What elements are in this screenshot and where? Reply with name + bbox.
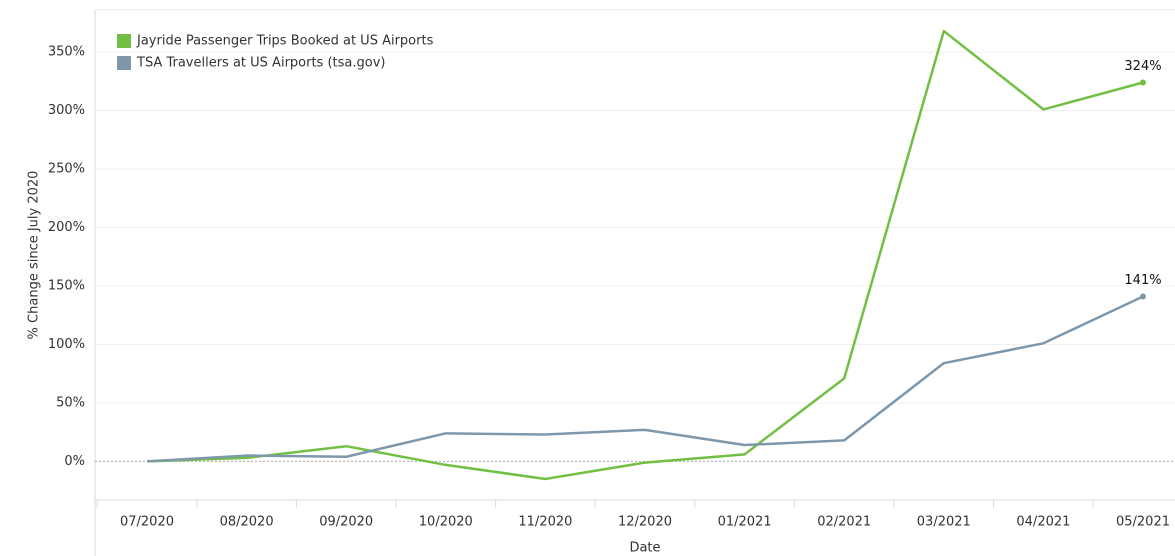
x-tick-label: 10/2020: [419, 515, 473, 530]
x-tick-label: 02/2021: [817, 515, 871, 530]
x-tick-label: 12/2020: [618, 515, 672, 530]
data-label: 141%: [1124, 273, 1161, 288]
x-tick-label: 08/2020: [220, 515, 274, 530]
x-tick-label: 04/2021: [1016, 515, 1070, 530]
legend-label: TSA Travellers at US Airports (tsa.gov): [136, 56, 385, 71]
legend-swatch: [117, 34, 131, 48]
series-line: [146, 29, 1144, 481]
y-tick-label: 150%: [48, 278, 85, 293]
end-point: [1140, 293, 1146, 300]
y-tick-label: 0%: [64, 454, 85, 469]
data-label: 324%: [1124, 59, 1161, 74]
series-line: [146, 295, 1144, 463]
end-point: [1140, 79, 1146, 86]
x-tick-label: 03/2021: [917, 515, 971, 530]
x-tick-label: 01/2021: [718, 515, 772, 530]
x-axis-label: Date: [629, 541, 660, 556]
x-tick-label: 11/2020: [518, 515, 572, 530]
y-tick-label: 250%: [48, 162, 85, 177]
y-tick-label: 200%: [48, 220, 85, 235]
y-tick-label: 350%: [48, 45, 85, 60]
y-tick-label: 100%: [48, 337, 85, 352]
y-tick-label: 300%: [48, 103, 85, 118]
x-tick-label: 05/2021: [1116, 515, 1170, 530]
x-tick-label: 09/2020: [319, 515, 373, 530]
x-tick-label: 07/2020: [120, 515, 174, 530]
y-tick-label: 50%: [56, 395, 85, 410]
legend-swatch: [117, 56, 131, 70]
legend-label: Jayride Passenger Trips Booked at US Air…: [136, 34, 434, 49]
y-axis-label: % Change since July 2020: [27, 171, 42, 340]
